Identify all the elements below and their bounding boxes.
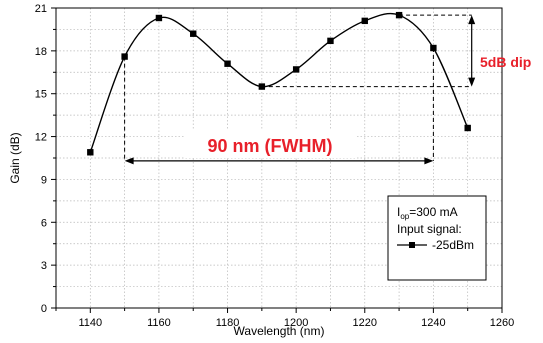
x-tick-label: 1140 bbox=[78, 317, 102, 329]
data-point bbox=[395, 11, 403, 19]
y-tick-label: 18 bbox=[35, 46, 47, 58]
data-point bbox=[327, 37, 334, 45]
x-tick-label: 1160 bbox=[147, 317, 171, 329]
legend-series-label: -25dBm bbox=[432, 238, 474, 252]
data-point bbox=[190, 30, 197, 37]
fwhm-label: 90 nm (FWHM) bbox=[208, 136, 333, 156]
series-line bbox=[89, 12, 469, 153]
y-tick-label: 6 bbox=[41, 217, 47, 229]
data-point bbox=[361, 17, 368, 25]
data-point bbox=[87, 149, 94, 156]
legend-line2: Input signal: bbox=[397, 222, 462, 236]
axis-ticks: 1140 1160 1180 1200 1220 1240 1260 0 3 6 9 12 15 18 21 bbox=[35, 3, 514, 329]
x-tick-label: 1180 bbox=[216, 317, 240, 329]
fwhm-arrow-left bbox=[124, 157, 134, 165]
legend-line1-sub: op bbox=[400, 212, 409, 221]
fwhm-arrow-right bbox=[424, 157, 434, 165]
x-tick-label: 1260 bbox=[490, 317, 514, 329]
dip-arrow-bottom bbox=[468, 77, 476, 87]
x-tick-label: 1200 bbox=[284, 317, 308, 329]
data-point bbox=[121, 53, 128, 60]
y-tick-label: 21 bbox=[35, 3, 47, 15]
y-tick-label: 12 bbox=[35, 132, 47, 144]
annotation-lines bbox=[124, 14, 476, 165]
data-point bbox=[292, 66, 300, 73]
y-tick-label: 3 bbox=[41, 260, 47, 272]
legend-series-marker bbox=[409, 242, 415, 248]
data-point bbox=[258, 83, 266, 90]
data-point bbox=[155, 14, 163, 22]
dip-arrow-top bbox=[468, 15, 476, 25]
legend-box bbox=[387, 195, 487, 281]
y-tick-label: 15 bbox=[35, 89, 47, 101]
data-point bbox=[224, 60, 231, 67]
fwhm-label-bg bbox=[184, 130, 356, 158]
legend-line1: Iop=300 mA bbox=[397, 205, 458, 221]
legend: Iop=300 mA Input signal: -25dBm bbox=[387, 195, 487, 281]
series-gain bbox=[87, 11, 471, 156]
data-point bbox=[464, 124, 471, 132]
x-tick-label: 1240 bbox=[421, 317, 445, 329]
legend-line1-rest: =300 mA bbox=[409, 205, 457, 219]
dip-label: 5dB dip bbox=[480, 54, 531, 70]
data-point bbox=[430, 44, 437, 52]
legend-line1-main: I bbox=[397, 205, 400, 219]
y-tick-label: 9 bbox=[41, 174, 47, 186]
y-tick-label: 0 bbox=[41, 303, 47, 315]
x-tick-label: 1220 bbox=[353, 317, 377, 329]
x-axis-title: Wavelength (nm) bbox=[234, 324, 325, 338]
y-axis-title: Gain (dB) bbox=[8, 132, 22, 183]
